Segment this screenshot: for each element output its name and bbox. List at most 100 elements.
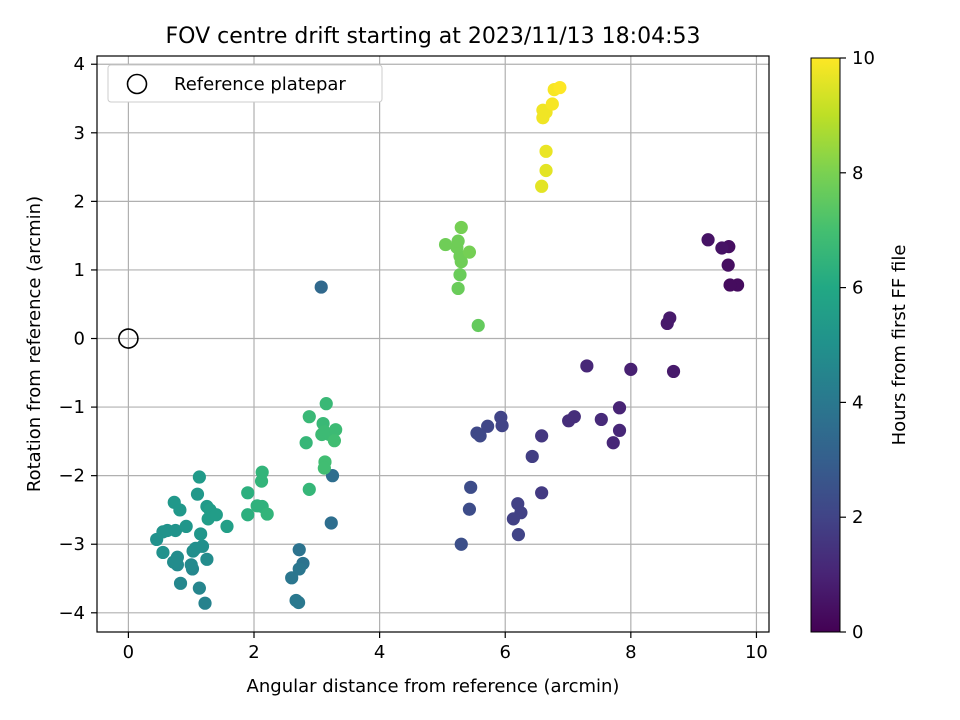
data-point	[156, 545, 170, 560]
data-point	[580, 359, 594, 373]
data-point	[292, 595, 306, 610]
data-point	[462, 502, 477, 516]
data-point	[481, 419, 495, 433]
x-tick-label: 6	[499, 642, 510, 663]
data-point	[453, 268, 467, 282]
data-point	[192, 470, 206, 484]
plot-frame	[96, 55, 770, 633]
data-point	[723, 278, 737, 292]
x-tick-label: 0	[123, 642, 134, 663]
data-point	[329, 423, 343, 437]
data-point	[464, 480, 478, 494]
data-point	[194, 527, 208, 541]
colorbar-tick-label: 4	[852, 392, 863, 413]
data-point	[190, 487, 205, 501]
x-tick-label: 10	[745, 642, 768, 663]
data-point	[715, 241, 729, 255]
y-axis-label: Rotation from reference (arcmin)	[24, 196, 45, 492]
x-tick-label: 8	[625, 642, 636, 663]
colorbar-tick-label: 2	[852, 507, 863, 528]
data-point	[553, 80, 567, 95]
data-point	[302, 410, 316, 424]
data-point	[209, 508, 223, 522]
data-point	[170, 550, 184, 564]
data-point	[701, 233, 715, 247]
data-point	[451, 281, 465, 296]
data-point	[471, 318, 485, 333]
colorbar-label: Hours from first FF file	[889, 245, 910, 446]
data-point	[241, 486, 255, 500]
y-tick-label: −3	[58, 534, 85, 555]
colorbar-ticks: 0 2 4 6 8 10	[840, 48, 875, 643]
x-tick-label: 2	[248, 642, 259, 663]
data-point	[495, 419, 509, 433]
data-point	[292, 562, 306, 576]
data-point	[184, 558, 198, 572]
data-point	[721, 258, 735, 272]
data-point	[285, 571, 299, 585]
data-point	[535, 486, 549, 500]
data-point	[314, 280, 328, 294]
data-point	[317, 461, 331, 475]
data-point	[220, 519, 234, 534]
colorbar-tick-label: 0	[852, 622, 863, 643]
data-point	[292, 543, 306, 557]
data-point	[473, 429, 487, 443]
data-point	[535, 179, 549, 193]
data-point	[525, 449, 539, 464]
data-point	[173, 503, 187, 517]
data-point	[535, 429, 549, 443]
data-point	[327, 434, 341, 448]
data-point	[612, 401, 627, 415]
colorbar-tick-label: 8	[852, 163, 863, 184]
data-point	[319, 397, 333, 411]
data-point	[241, 508, 255, 522]
data-point	[539, 163, 553, 178]
data-point	[451, 234, 465, 248]
data-point	[562, 414, 576, 428]
data-point	[624, 362, 638, 376]
data-point	[200, 552, 214, 566]
data-point	[511, 528, 526, 542]
y-tick-label: 4	[74, 54, 85, 75]
y-tick-label: −2	[58, 466, 85, 487]
data-point	[168, 523, 183, 538]
data-point	[198, 596, 212, 610]
colorbar: 0 2 4 6 8 10 Hours from first FF file	[810, 48, 910, 643]
x-tick-label: 4	[374, 642, 385, 663]
data-point	[195, 539, 210, 553]
data-point	[302, 482, 316, 496]
data-points	[150, 80, 745, 610]
data-point	[438, 237, 453, 252]
reference-platepar-marker	[118, 328, 139, 349]
data-point	[539, 144, 553, 158]
y-tick-label: −4	[58, 603, 85, 624]
data-point	[260, 507, 274, 521]
y-tick-label: 3	[74, 123, 85, 144]
grid-lines	[97, 56, 769, 632]
chart-title: FOV centre drift starting at 2023/11/13 …	[166, 24, 701, 49]
y-tick-label: 1	[74, 260, 85, 281]
colorbar-gradient	[810, 57, 841, 633]
data-point	[179, 519, 193, 534]
data-point	[506, 512, 520, 526]
data-point	[612, 423, 627, 437]
data-point	[299, 436, 313, 450]
colorbar-tick-label: 10	[852, 48, 875, 69]
legend-box	[107, 64, 383, 103]
data-point	[173, 576, 188, 590]
legend-reference-marker	[126, 73, 148, 95]
y-tick-label: 2	[74, 191, 85, 212]
legend: Reference platepar	[107, 64, 383, 103]
data-point	[462, 245, 477, 259]
y-tick-label: 0	[74, 329, 85, 350]
y-axis-ticks: −4 −3 −2 −1 0 1 2 3 4	[58, 54, 97, 624]
x-axis-ticks: 0 2 4 6 8 10	[123, 632, 768, 663]
data-point	[545, 97, 559, 111]
legend-label: Reference platepar	[174, 74, 346, 95]
data-point	[666, 364, 681, 379]
data-point	[606, 436, 620, 450]
data-point	[594, 412, 608, 427]
colorbar-tick-label: 6	[852, 278, 863, 299]
